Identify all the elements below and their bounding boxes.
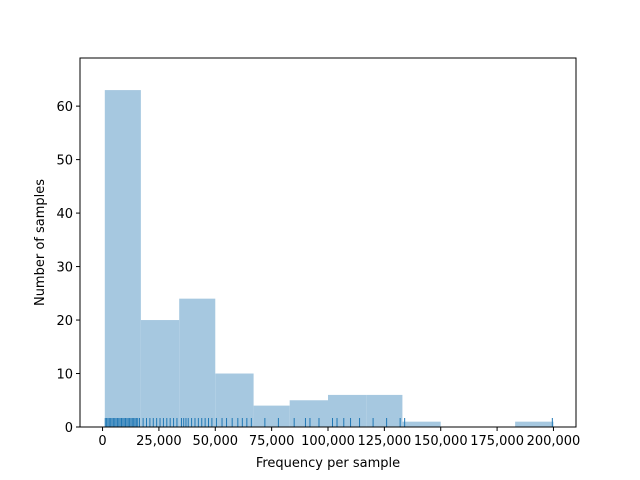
histogram-bar [104, 90, 141, 427]
y-tick-label: 20 [56, 314, 73, 329]
y-axis-label: Number of samples [33, 179, 48, 306]
histogram-bar [366, 394, 403, 427]
x-tick-label: 0 [98, 434, 106, 449]
y-tick-label: 40 [56, 207, 73, 222]
x-tick-label: 150,000 [414, 434, 468, 449]
histogram-bar [289, 400, 328, 427]
x-tick-label: 175,000 [470, 434, 524, 449]
histogram-bar [179, 298, 216, 427]
x-tick-label: 50,000 [193, 434, 239, 449]
histogram-bar [253, 405, 290, 427]
y-tick-label: 0 [65, 421, 73, 436]
histogram-bar [140, 320, 180, 427]
x-axis-label: Frequency per sample [256, 456, 400, 471]
x-tick-label: 125,000 [357, 434, 411, 449]
histogram-bar [215, 373, 254, 427]
y-tick-label: 60 [56, 100, 73, 115]
histogram-bar [515, 421, 554, 427]
x-tick-label: 200,000 [527, 434, 581, 449]
rug-marks [104, 418, 553, 427]
x-tick-label: 75,000 [249, 434, 295, 449]
histogram-bar [402, 421, 441, 427]
y-tick-label: 10 [56, 368, 73, 383]
x-axis-ticks: 0 25,000 50,000 75,000 100,000 125,000 150,000… [98, 427, 580, 449]
histogram-bar [328, 394, 367, 427]
y-tick-label: 30 [56, 261, 73, 276]
y-tick-label: 50 [56, 154, 73, 169]
x-tick-label: 100,000 [301, 434, 355, 449]
histogram-bars [104, 90, 554, 427]
y-axis-ticks: 0 10 20 30 40 50 60 [56, 100, 80, 436]
x-tick-label: 25,000 [136, 434, 182, 449]
